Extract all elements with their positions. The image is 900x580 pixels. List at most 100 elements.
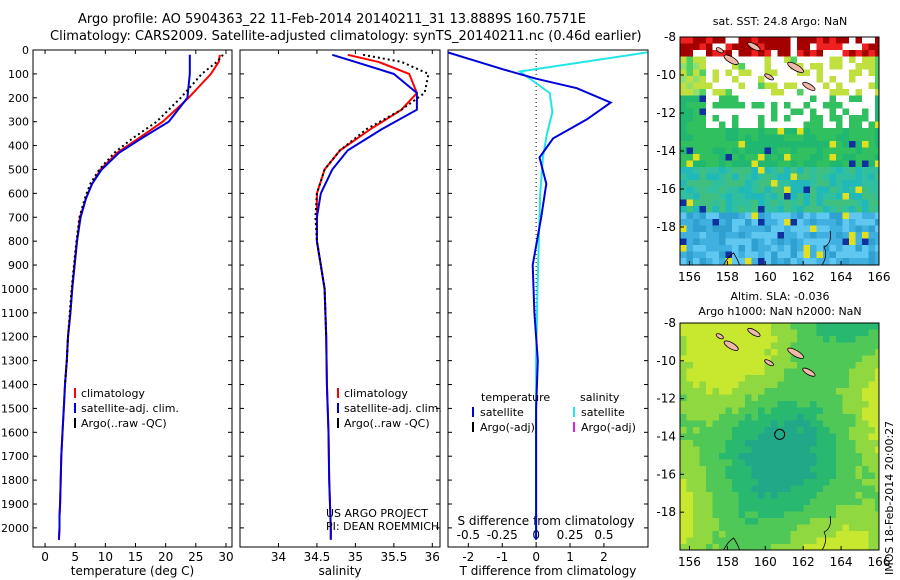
sst-cell [829,212,837,220]
sst-cell [732,160,739,168]
sst-cell [706,76,713,83]
sst-xtick-label: 164 [830,270,853,284]
sst-cell [849,232,856,239]
sla-cell [719,537,726,545]
sla-cell [816,524,824,532]
sst-cell [784,43,791,51]
sla-cell [797,459,804,467]
sla-cell [706,323,713,330]
sla-cell [758,420,765,428]
sla-cell [829,368,837,376]
sst-cell [771,102,778,109]
sla-cell [816,401,824,408]
sst-cell [810,102,817,109]
sla-cell [712,472,720,480]
sst-cell [803,115,811,122]
sla-cell [816,355,824,363]
sst-cell [797,134,804,142]
sla-cell [732,355,739,363]
sst-cell [699,251,707,259]
sla-cell [875,446,879,454]
sst-cell [862,160,869,168]
sla-cell [693,414,700,421]
sla-cell [810,537,817,545]
sst-cell [797,95,804,103]
sla-cell [784,459,791,467]
sla-cell [829,427,837,434]
sst-cell [738,167,746,174]
sst-cell [758,82,765,90]
sst-cell [868,134,876,142]
sst-cell [784,102,791,109]
sst-cell [725,219,733,226]
sla-cell [836,446,843,454]
sst-cell [790,238,798,246]
sla-cell [699,368,707,376]
sla-cell [784,433,791,441]
sst-cell [758,69,765,77]
sst-cell [790,69,798,77]
sla-cell [862,355,869,363]
sst-cell [810,258,817,265]
temp-ytick-label: 1800 [1,474,29,487]
sst-cell [719,56,726,64]
sst-cell [745,264,752,265]
sla-cell [751,518,759,525]
sst-cell [797,219,804,226]
sst-cell [875,134,879,142]
sla-cell [725,511,733,519]
sst-cell [875,50,879,57]
sla-cell [842,349,850,356]
sst-cell [771,82,778,90]
sst-cell [784,232,791,239]
sla-cell [790,433,798,441]
sst-cell [875,206,879,213]
sla-cell [738,446,746,454]
sla-cell [810,440,817,447]
sst-cell [797,173,804,181]
sst-cell [803,89,811,96]
sla-cell [699,336,707,343]
sst-xtick-label: 166 [868,270,891,284]
sst-cell [777,219,785,226]
sla-cell [732,524,739,532]
sla-cell [719,336,726,343]
sla-cell [777,420,785,428]
sla-cell [875,498,879,506]
sla-cell [686,492,694,499]
sst-cell [875,225,879,233]
sst-cell [777,69,785,77]
sst-cell [836,193,843,200]
sst-cell [745,56,752,64]
sla-cell [842,472,850,480]
sla-cell [745,336,752,343]
sla-cell [725,401,733,408]
sla-cell [712,537,720,545]
sst-cell [738,180,746,187]
sst-cell [849,180,856,187]
sla-cell [810,459,817,467]
sla-cell [699,466,707,473]
sla-cell [816,323,824,330]
sla-cell [771,362,778,369]
sla-cell [699,524,707,532]
sst-cell [686,82,694,90]
sst-cell [868,251,876,259]
sla-cell [823,388,830,395]
sst-cell [745,154,752,161]
sst-cell [725,212,733,220]
sst-cell [693,82,700,90]
sst-cell [751,206,759,213]
sla-cell [862,472,869,480]
sla-cell [764,420,772,428]
sla-cell [732,414,739,421]
sst-cell [680,50,687,57]
sla-cell [758,479,765,486]
sla-cell [855,414,863,421]
sla-cell [725,427,733,434]
diff-series-temperature-satellite [448,51,613,540]
sla-cell [868,362,876,369]
sst-cell [738,251,746,259]
sst-island [715,47,724,54]
sla-cell [797,368,804,376]
